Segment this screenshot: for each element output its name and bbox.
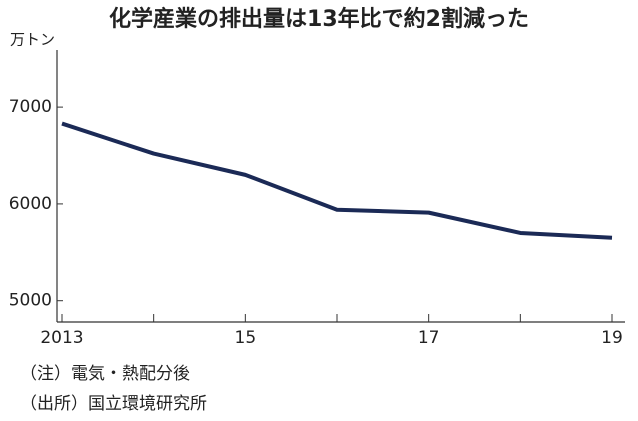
x-tick-label: 17: [418, 328, 440, 348]
x-tick-label: 15: [235, 328, 257, 348]
y-tick-label: 7000: [9, 97, 52, 117]
y-tick-label: 6000: [9, 194, 52, 214]
note: （注）電気・熱配分後: [20, 364, 190, 384]
data-line: [61, 121, 613, 240]
x-tick-label: 19: [601, 328, 623, 348]
chart-title: 化学産業の排出量は13年比で約2割減った: [109, 6, 529, 32]
y-tick-label: 5000: [9, 291, 52, 311]
x-tick-label: 2013: [40, 328, 83, 348]
y-unit: 万トン: [10, 31, 55, 49]
source: （出所）国立環境研究所: [20, 394, 207, 414]
